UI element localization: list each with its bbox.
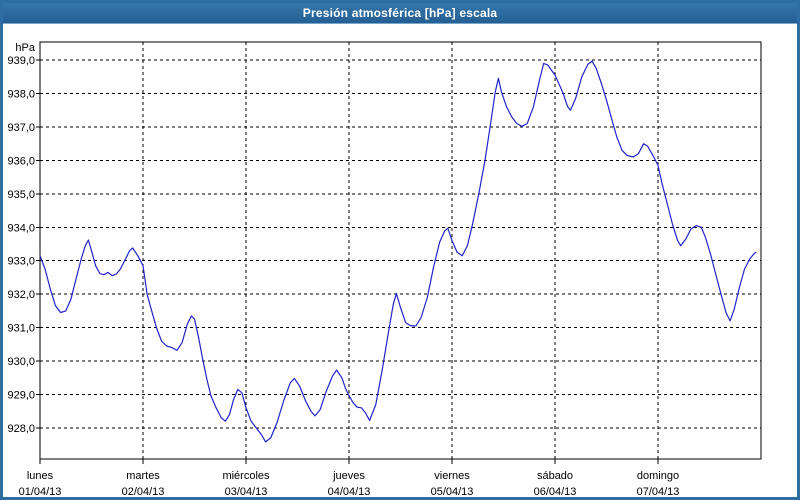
window-title-bar: Presión atmosférica [hPa] escala [3, 3, 797, 24]
x-day-date-label: 04/04/13 [328, 486, 371, 498]
y-tick-label: 928,0 [7, 423, 35, 435]
plot-border [39, 41, 762, 460]
pressure-line [39, 60, 757, 443]
x-day-date-label: 06/04/13 [534, 486, 577, 498]
x-day-name-label: lunes [27, 470, 54, 482]
y-tick-label: 937,0 [7, 122, 35, 134]
x-day-name-label: sábado [537, 470, 573, 482]
x-day-name-label: martes [126, 470, 160, 482]
y-tick-label: 932,0 [7, 289, 35, 301]
x-day-date-label: 07/04/13 [637, 486, 680, 498]
chart-area: 939,0 938,0 937,0 936,0 935,0 934,0 933,0 932,0… [3, 24, 797, 498]
window-title: Presión atmosférica [hPa] escala [302, 6, 498, 20]
x-day-date-label: 05/04/13 [431, 486, 474, 498]
x-day-name-label: viernes [434, 470, 470, 482]
x-day-date-label: 03/04/13 [225, 486, 268, 498]
y-tick-label: 934,0 [7, 222, 35, 234]
y-tick-label: 939,0 [7, 55, 35, 67]
x-day-name-label: domingo [637, 470, 679, 482]
x-day-name-label: jueves [332, 470, 365, 482]
x-day-date-label: 02/04/13 [122, 486, 165, 498]
y-tick-label: 935,0 [7, 189, 35, 201]
y-tick-label: 938,0 [7, 88, 35, 100]
y-tick-label: 936,0 [7, 155, 35, 167]
y-tick-label: 930,0 [7, 356, 35, 368]
x-day-name-label: miércoles [222, 470, 270, 482]
y-axis-unit-label: hPa [15, 42, 35, 54]
y-tick-label: 929,0 [7, 389, 35, 401]
pressure-chart: 939,0 938,0 937,0 936,0 935,0 934,0 933,0 932,0… [7, 41, 762, 498]
x-day-date-label: 01/04/13 [19, 486, 62, 498]
y-tick-label: 933,0 [7, 256, 35, 268]
y-tick-label: 931,0 [7, 323, 35, 335]
